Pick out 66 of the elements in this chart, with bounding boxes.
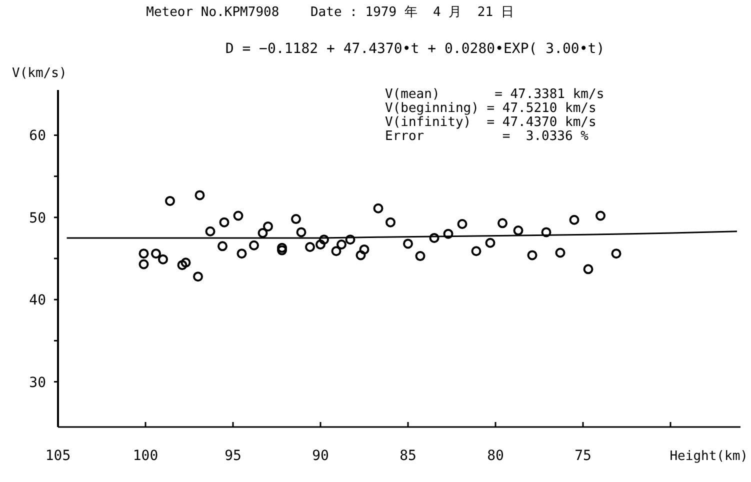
point	[471, 246, 482, 256]
point	[583, 264, 594, 274]
subtitle: D = −0.1182 + 47.4370•t + 0.0280•EXP( 3.00•t)	[225, 41, 605, 57]
annotation: Error = 3.0336 %	[385, 129, 588, 144]
point	[513, 226, 524, 236]
point	[218, 241, 228, 252]
point	[194, 190, 205, 200]
xtick-label: 80	[487, 448, 504, 464]
xtick-label: 95	[224, 448, 242, 464]
point	[305, 242, 315, 252]
annotation: V(beginning) = 47.5210 km/s	[385, 101, 596, 116]
point	[296, 227, 306, 238]
point	[319, 234, 329, 245]
annotation: V(mean) = 47.3381 km/s	[385, 87, 604, 102]
point	[138, 259, 149, 270]
point	[527, 250, 538, 260]
point	[138, 248, 149, 259]
point	[165, 196, 175, 206]
xlabel: Height(km)	[670, 449, 748, 464]
point	[331, 246, 342, 256]
xtick-label: 75	[574, 448, 592, 464]
point	[386, 217, 396, 228]
point	[373, 203, 384, 214]
point	[555, 248, 566, 258]
point	[336, 240, 346, 250]
title: Meteor No.KPM7908 Date : 1979 年 4 月 21 日	[146, 5, 514, 20]
xtick-label: 100	[132, 448, 158, 464]
point	[180, 258, 191, 268]
point	[277, 245, 287, 256]
point	[429, 232, 440, 243]
ylabel: V(km/s)	[12, 66, 67, 81]
point	[359, 244, 370, 254]
point	[541, 227, 552, 238]
point	[158, 254, 168, 264]
point	[596, 210, 606, 221]
point	[249, 240, 259, 250]
point	[236, 248, 247, 259]
ytick-label: 50	[29, 210, 46, 226]
point	[443, 228, 454, 239]
ytick-label: 60	[29, 128, 46, 144]
xtick-label: 85	[400, 448, 416, 464]
point	[277, 242, 287, 253]
point	[569, 214, 580, 225]
point	[177, 260, 188, 270]
ytick-label: 30	[29, 374, 46, 391]
xtick-label: 90	[312, 448, 329, 464]
point	[498, 218, 508, 228]
point	[291, 214, 301, 224]
point	[233, 210, 244, 221]
point	[611, 248, 622, 259]
point	[403, 238, 413, 249]
point	[457, 218, 468, 229]
point	[193, 272, 203, 282]
point	[356, 250, 366, 260]
point	[219, 217, 230, 228]
point	[205, 226, 216, 236]
point	[258, 228, 268, 238]
point	[151, 248, 161, 259]
point	[316, 240, 326, 250]
annotation: V(infinity) = 47.4370 km/s	[385, 115, 596, 130]
point	[263, 221, 273, 232]
point	[415, 251, 426, 262]
point	[345, 234, 356, 245]
xtick-label: 105	[45, 448, 71, 464]
ytick-label: 40	[29, 292, 46, 309]
point	[485, 238, 496, 248]
